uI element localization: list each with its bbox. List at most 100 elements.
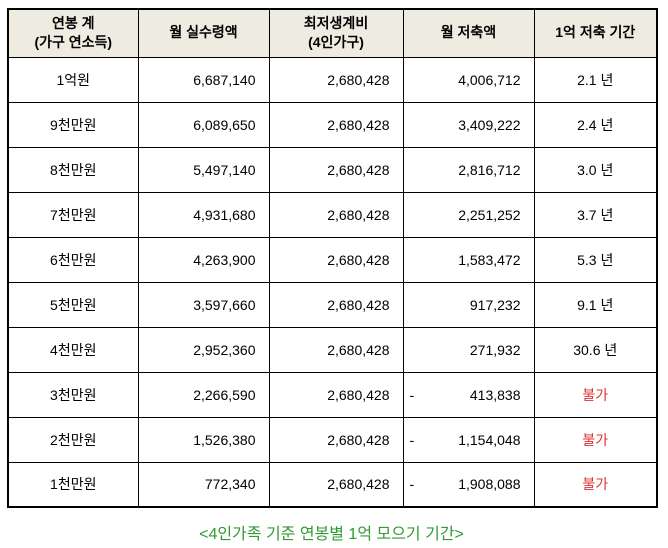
negative-sign: - bbox=[409, 431, 415, 448]
salary-cell: 7천만원 bbox=[7, 191, 139, 238]
period-cell: 3.0 년 bbox=[533, 146, 658, 193]
salary-cell: 6천만원 bbox=[7, 236, 139, 283]
savings-value: 413,838 bbox=[469, 386, 521, 403]
savings-value: 1,583,472 bbox=[458, 251, 521, 268]
net-income-cell: 2,952,360 bbox=[137, 326, 270, 373]
table-row: 6천만원 4,263,900 2,680,428 1,583,472 5.3 년 bbox=[7, 236, 658, 283]
accounting-format: 3,409,222 bbox=[404, 117, 534, 133]
savings-value: 1,908,088 bbox=[458, 476, 521, 493]
accounting-format: 2,816,712 bbox=[404, 162, 534, 178]
salary-cell: 9천만원 bbox=[7, 101, 139, 148]
salary-cell: 8천만원 bbox=[7, 146, 139, 193]
min-cost-cell: 2,680,428 bbox=[268, 326, 404, 373]
period-cell: 불가 bbox=[533, 461, 658, 508]
table-caption: <4인가족 기준 연봉별 1억 모으기 기간> bbox=[199, 526, 464, 543]
monthly-savings-cell: 1,583,472 bbox=[402, 236, 535, 283]
negative-sign: - bbox=[409, 386, 415, 403]
accounting-format: 917,232 bbox=[404, 297, 534, 313]
min-cost-cell: 2,680,428 bbox=[268, 416, 404, 463]
savings-value: 2,816,712 bbox=[458, 161, 521, 178]
period-cell: 2.4 년 bbox=[533, 101, 658, 148]
monthly-savings-cell: 2,816,712 bbox=[402, 146, 535, 193]
min-cost-cell: 2,680,428 bbox=[268, 191, 404, 238]
accounting-format: - 1,154,048 bbox=[404, 432, 534, 448]
accounting-format: 2,251,252 bbox=[404, 207, 534, 223]
negative-sign: - bbox=[409, 476, 415, 493]
header-savings-period: 1억 저축 기간 bbox=[533, 8, 658, 58]
period-cell: 불가 bbox=[533, 416, 658, 463]
min-cost-cell: 2,680,428 bbox=[268, 371, 404, 418]
header-salary-line2: (가구 연소득) bbox=[34, 34, 113, 51]
header-savings-period-line1: 1억 저축 기간 bbox=[555, 24, 636, 41]
savings-value: 1,154,048 bbox=[458, 431, 521, 448]
salary-cell: 3천만원 bbox=[7, 371, 139, 418]
accounting-format: - 413,838 bbox=[404, 387, 534, 403]
salary-savings-table: 연봉 계 (가구 연소득) 월 실수령액 최저생계비 (4인가구) 월 저축액 … bbox=[7, 8, 658, 508]
header-min-cost-line1: 최저생계비 bbox=[303, 14, 369, 31]
monthly-savings-cell: - 413,838 bbox=[402, 371, 535, 418]
monthly-savings-cell: 2,251,252 bbox=[402, 191, 535, 238]
table-body: 1억원 6,687,140 2,680,428 4,006,712 2.1 년 … bbox=[7, 56, 658, 508]
period-cell: 3.7 년 bbox=[533, 191, 658, 238]
table-row: 4천만원 2,952,360 2,680,428 271,932 30.6 년 bbox=[7, 326, 658, 373]
net-income-cell: 6,089,650 bbox=[137, 101, 270, 148]
monthly-savings-cell: 917,232 bbox=[402, 281, 535, 328]
header-monthly-savings-line1: 월 저축액 bbox=[440, 24, 497, 41]
salary-cell: 4천만원 bbox=[7, 326, 139, 373]
net-income-cell: 3,597,660 bbox=[137, 281, 270, 328]
min-cost-cell: 2,680,428 bbox=[268, 281, 404, 328]
header-salary: 연봉 계 (가구 연소득) bbox=[7, 8, 139, 58]
period-cell: 2.1 년 bbox=[533, 56, 658, 103]
accounting-format: 4,006,712 bbox=[404, 72, 534, 88]
net-income-cell: 4,263,900 bbox=[137, 236, 270, 283]
table-row: 3천만원 2,266,590 2,680,428 - 413,838 불가 bbox=[7, 371, 658, 418]
header-net-income: 월 실수령액 bbox=[137, 8, 270, 58]
net-income-cell: 5,497,140 bbox=[137, 146, 270, 193]
period-cell: 불가 bbox=[533, 371, 658, 418]
net-income-cell: 772,340 bbox=[137, 461, 270, 508]
salary-cell: 2천만원 bbox=[7, 416, 139, 463]
header-net-income-line1: 월 실수령액 bbox=[169, 24, 238, 41]
period-cell: 30.6 년 bbox=[533, 326, 658, 373]
header-min-cost: 최저생계비 (4인가구) bbox=[268, 8, 404, 58]
table-row: 7천만원 4,931,680 2,680,428 2,251,252 3.7 년 bbox=[7, 191, 658, 238]
savings-value: 271,932 bbox=[469, 341, 521, 358]
header-monthly-savings: 월 저축액 bbox=[402, 8, 535, 58]
min-cost-cell: 2,680,428 bbox=[268, 461, 404, 508]
min-cost-cell: 2,680,428 bbox=[268, 56, 404, 103]
table-row: 2천만원 1,526,380 2,680,428 - 1,154,048 불가 bbox=[7, 416, 658, 463]
table-row: 8천만원 5,497,140 2,680,428 2,816,712 3.0 년 bbox=[7, 146, 658, 193]
table-row: 1억원 6,687,140 2,680,428 4,006,712 2.1 년 bbox=[7, 56, 658, 103]
accounting-format: 1,583,472 bbox=[404, 252, 534, 268]
savings-value: 917,232 bbox=[469, 296, 521, 313]
table-row: 1천만원 772,340 2,680,428 - 1,908,088 불가 bbox=[7, 461, 658, 508]
salary-cell: 5천만원 bbox=[7, 281, 139, 328]
period-cell: 9.1 년 bbox=[533, 281, 658, 328]
min-cost-cell: 2,680,428 bbox=[268, 101, 404, 148]
accounting-format: 271,932 bbox=[404, 342, 534, 358]
monthly-savings-cell: 3,409,222 bbox=[402, 101, 535, 148]
min-cost-cell: 2,680,428 bbox=[268, 146, 404, 193]
salary-cell: 1천만원 bbox=[7, 461, 139, 508]
net-income-cell: 1,526,380 bbox=[137, 416, 270, 463]
accounting-format: - 1,908,088 bbox=[404, 476, 534, 492]
table-row: 9천만원 6,089,650 2,680,428 3,409,222 2.4 년 bbox=[7, 101, 658, 148]
header-min-cost-line2: (4인가구) bbox=[308, 34, 364, 51]
period-cell: 5.3 년 bbox=[533, 236, 658, 283]
savings-value: 3,409,222 bbox=[458, 116, 521, 133]
savings-value: 2,251,252 bbox=[458, 206, 521, 223]
monthly-savings-cell: - 1,154,048 bbox=[402, 416, 535, 463]
net-income-cell: 6,687,140 bbox=[137, 56, 270, 103]
savings-value: 4,006,712 bbox=[458, 71, 521, 88]
monthly-savings-cell: 271,932 bbox=[402, 326, 535, 373]
monthly-savings-cell: - 1,908,088 bbox=[402, 461, 535, 508]
header-salary-line1: 연봉 계 bbox=[51, 14, 95, 31]
table-header: 연봉 계 (가구 연소득) 월 실수령액 최저생계비 (4인가구) 월 저축액 … bbox=[7, 8, 658, 58]
net-income-cell: 2,266,590 bbox=[137, 371, 270, 418]
table-row: 5천만원 3,597,660 2,680,428 917,232 9.1 년 bbox=[7, 281, 658, 328]
header-row: 연봉 계 (가구 연소득) 월 실수령액 최저생계비 (4인가구) 월 저축액 … bbox=[7, 8, 658, 58]
min-cost-cell: 2,680,428 bbox=[268, 236, 404, 283]
net-income-cell: 4,931,680 bbox=[137, 191, 270, 238]
salary-cell: 1억원 bbox=[7, 56, 139, 103]
